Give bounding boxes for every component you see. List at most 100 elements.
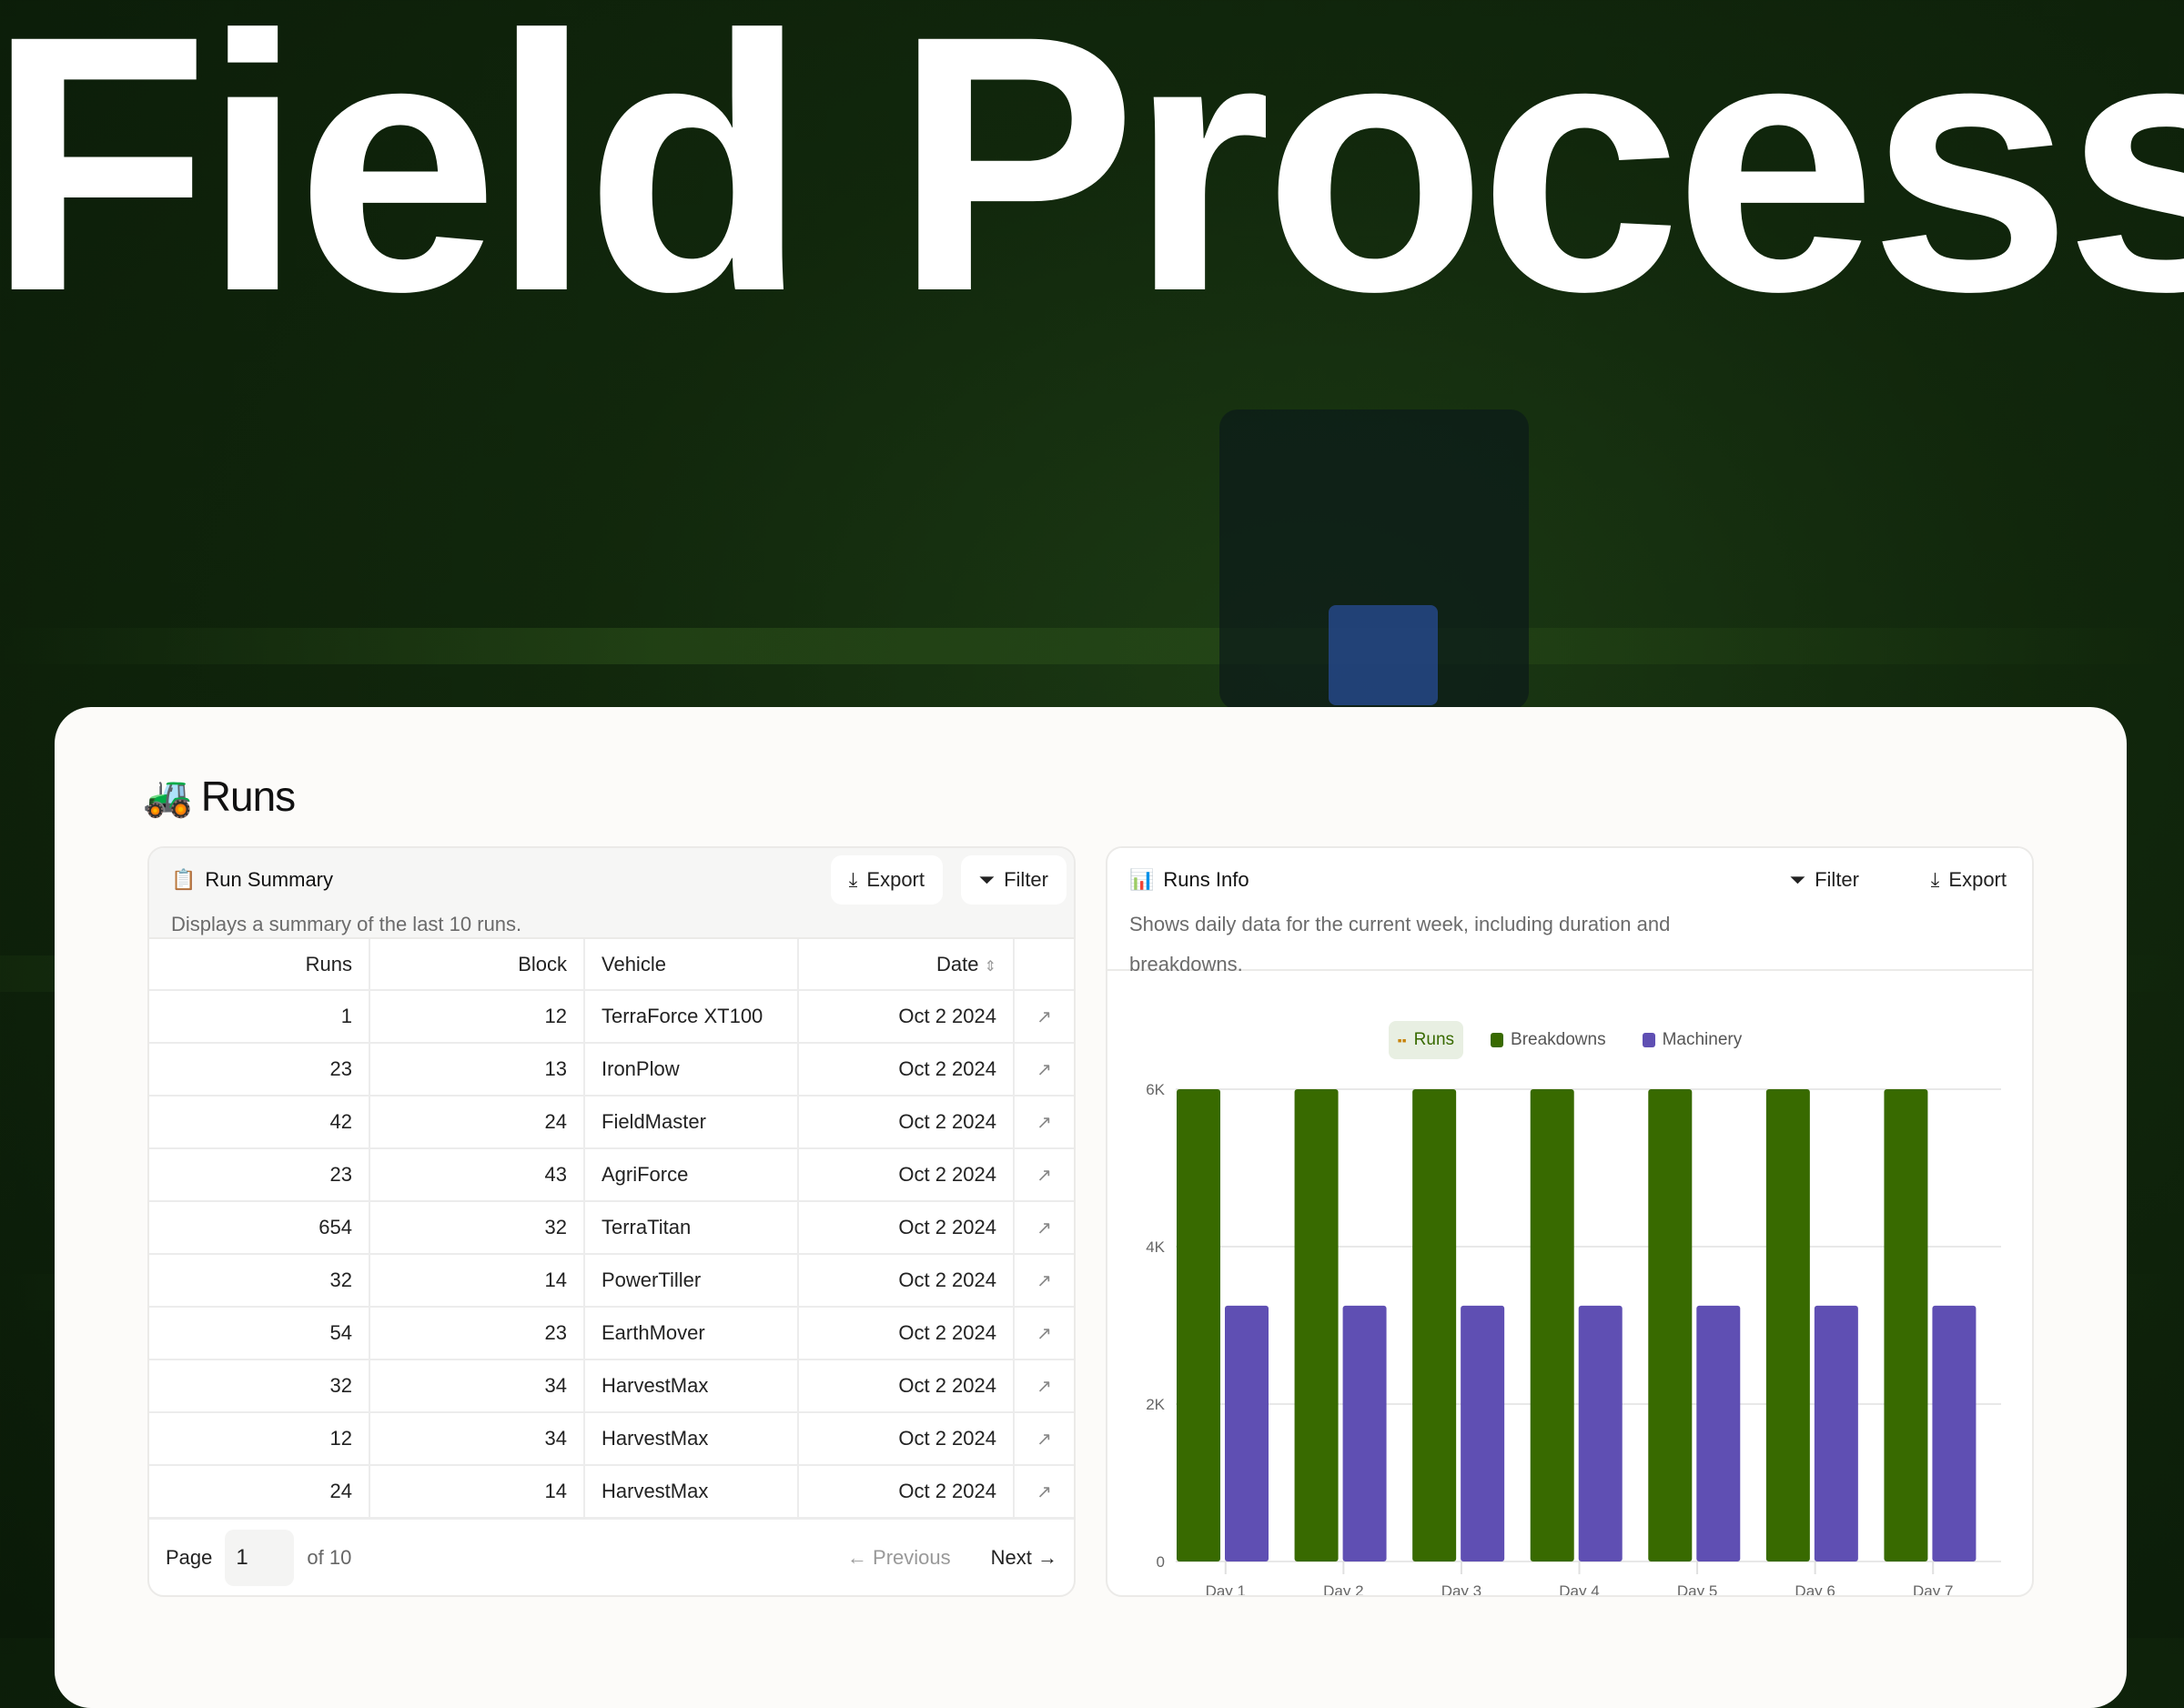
cell-block: 13 xyxy=(369,1043,585,1097)
bar-machinery xyxy=(1578,1305,1623,1561)
download-icon: ⤓ xyxy=(848,868,858,891)
open-row-icon[interactable]: ↗ xyxy=(1014,1254,1074,1308)
bar-breakdowns xyxy=(1765,1089,1810,1561)
open-row-icon[interactable]: ↗ xyxy=(1014,1465,1074,1519)
open-row-icon[interactable]: ↗ xyxy=(1014,1359,1074,1413)
cell-date: Oct 2 2024 xyxy=(798,1465,1015,1519)
legend-item[interactable]: Breakdowns xyxy=(1481,1021,1615,1059)
bar-machinery xyxy=(1461,1305,1505,1561)
table-row[interactable]: 12 34 HarvestMax Oct 2 2024 ↗ xyxy=(149,1412,1074,1466)
table-row[interactable]: 32 14 PowerTiller Oct 2 2024 ↗ xyxy=(149,1254,1074,1308)
filter-button[interactable]: ⏷ Filter xyxy=(960,855,1067,905)
page-input[interactable]: 1 xyxy=(225,1529,295,1586)
y-tick-label: 6K xyxy=(1146,1081,1165,1098)
cell-block: 43 xyxy=(369,1148,585,1202)
bar-breakdowns xyxy=(1648,1089,1693,1561)
cell-runs: 42 xyxy=(149,1096,370,1149)
x-tick-label: Day 1 xyxy=(1206,1582,1246,1597)
runs-table: Runs Block Vehicle Date ⇕ 1 12 TerraForce … xyxy=(149,939,1074,1519)
cell-runs: 32 xyxy=(149,1254,370,1308)
table-row[interactable]: 24 14 HarvestMax Oct 2 2024 ↗ xyxy=(149,1465,1074,1519)
chart-legend: ▪▪ Runs Breakdowns Machinery xyxy=(1107,1021,2032,1059)
table-row[interactable]: 42 24 FieldMaster Oct 2 2024 ↗ xyxy=(149,1096,1074,1149)
open-row-icon[interactable]: ↗ xyxy=(1014,990,1074,1044)
cell-block: 34 xyxy=(369,1359,585,1413)
x-tick-label: Day 3 xyxy=(1441,1582,1481,1597)
grid-icon: ▪▪ xyxy=(1397,1033,1407,1047)
cell-vehicle: HarvestMax xyxy=(584,1412,799,1466)
cell-block: 32 xyxy=(369,1201,585,1255)
open-row-icon[interactable]: ↗ xyxy=(1014,1201,1074,1255)
legend-item[interactable]: Machinery xyxy=(1633,1021,1752,1059)
sort-icon: ⇕ xyxy=(984,958,996,975)
runs-info-card: 📊 Runs Info Shows daily data for the curr… xyxy=(1106,846,2034,1597)
column-header-date[interactable]: Date ⇕ xyxy=(798,939,1015,991)
download-icon: ⤓ xyxy=(1930,868,1940,891)
bar-breakdowns xyxy=(1884,1089,1928,1561)
cell-runs: 54 xyxy=(149,1307,370,1360)
bar-machinery xyxy=(1932,1305,1977,1561)
y-tick-label: 4K xyxy=(1146,1238,1165,1256)
bar-breakdowns xyxy=(1530,1089,1574,1561)
cell-vehicle: TerraForce XT100 xyxy=(584,990,799,1044)
cell-vehicle: EarthMover xyxy=(584,1307,799,1360)
bar-chart: 0 2K 4K 6K Day 1 Day 2 Day 3 Day 4 Day 5 Day 6 Day… xyxy=(1146,1081,2001,1597)
cell-runs: 23 xyxy=(149,1148,370,1202)
tractor-icon: 🚜 xyxy=(143,774,193,819)
run-summary-card: 📋 Run Summary Displays a summary of the l… xyxy=(147,846,1076,1597)
column-header-runs[interactable]: Runs xyxy=(149,939,370,991)
column-header-vehicle[interactable]: Vehicle xyxy=(584,939,799,991)
next-button[interactable]: Next → xyxy=(990,1545,1057,1569)
export-button[interactable]: ⤓ Export xyxy=(1912,855,2025,905)
page-title: 🚜 Runs xyxy=(143,773,296,820)
cell-vehicle: HarvestMax xyxy=(584,1359,799,1413)
bar-machinery xyxy=(1696,1305,1741,1561)
cell-date: Oct 2 2024 xyxy=(798,1096,1015,1149)
open-row-icon[interactable]: ↗ xyxy=(1014,1412,1074,1466)
table-row[interactable]: 23 13 IronPlow Oct 2 2024 ↗ xyxy=(149,1043,1074,1097)
cell-vehicle: HarvestMax xyxy=(584,1465,799,1519)
cell-runs: 32 xyxy=(149,1359,370,1413)
legend-item[interactable]: ▪▪ Runs xyxy=(1388,1021,1464,1059)
bar-breakdowns xyxy=(1177,1089,1220,1561)
table-row[interactable]: 32 34 HarvestMax Oct 2 2024 ↗ xyxy=(149,1359,1074,1413)
cell-runs: 24 xyxy=(149,1465,370,1519)
export-button[interactable]: ⤓ Export xyxy=(830,855,943,905)
cell-vehicle: TerraTitan xyxy=(584,1201,799,1255)
bar-machinery xyxy=(1225,1305,1269,1561)
x-tick-label: Day 7 xyxy=(1913,1582,1953,1597)
bar-machinery xyxy=(1342,1305,1387,1561)
bar-breakdowns xyxy=(1412,1089,1457,1561)
hero-title: Field Process xyxy=(0,0,2184,367)
cell-block: 23 xyxy=(369,1307,585,1360)
table-row[interactable]: 654 32 TerraTitan Oct 2 2024 ↗ xyxy=(149,1201,1074,1255)
cell-block: 24 xyxy=(369,1096,585,1149)
vehicle-image xyxy=(1329,605,1438,705)
table-row[interactable]: 23 43 AgriForce Oct 2 2024 ↗ xyxy=(149,1148,1074,1202)
cell-runs: 654 xyxy=(149,1201,370,1255)
filter-button[interactable]: ⏷ Filter xyxy=(1771,855,1877,905)
cell-runs: 23 xyxy=(149,1043,370,1097)
open-row-icon[interactable]: ↗ xyxy=(1014,1096,1074,1149)
cell-date: Oct 2 2024 xyxy=(798,1043,1015,1097)
pagination: Page 1 of 10 ← Previous Next → xyxy=(149,1518,1074,1595)
table-row[interactable]: 54 23 EarthMover Oct 2 2024 ↗ xyxy=(149,1307,1074,1360)
card-title: Runs Info xyxy=(1163,868,1249,891)
column-header-block[interactable]: Block xyxy=(369,939,585,991)
cell-block: 12 xyxy=(369,990,585,1044)
card-description: Displays a summary of the last 10 runs. xyxy=(171,913,522,935)
cell-date: Oct 2 2024 xyxy=(798,1359,1015,1413)
cell-runs: 1 xyxy=(149,990,370,1044)
cell-vehicle: IronPlow xyxy=(584,1043,799,1097)
table-row[interactable]: 1 12 TerraForce XT100 Oct 2 2024 ↗ xyxy=(149,990,1074,1044)
cell-runs: 12 xyxy=(149,1412,370,1466)
cell-block: 34 xyxy=(369,1412,585,1466)
open-row-icon[interactable]: ↗ xyxy=(1014,1043,1074,1097)
open-row-icon[interactable]: ↗ xyxy=(1014,1148,1074,1202)
open-row-icon[interactable]: ↗ xyxy=(1014,1307,1074,1360)
cell-date: Oct 2 2024 xyxy=(798,1412,1015,1466)
cell-date: Oct 2 2024 xyxy=(798,1201,1015,1255)
previous-button[interactable]: ← Previous xyxy=(846,1545,951,1569)
bar-machinery xyxy=(1814,1305,1858,1561)
bar-breakdowns xyxy=(1294,1089,1339,1561)
